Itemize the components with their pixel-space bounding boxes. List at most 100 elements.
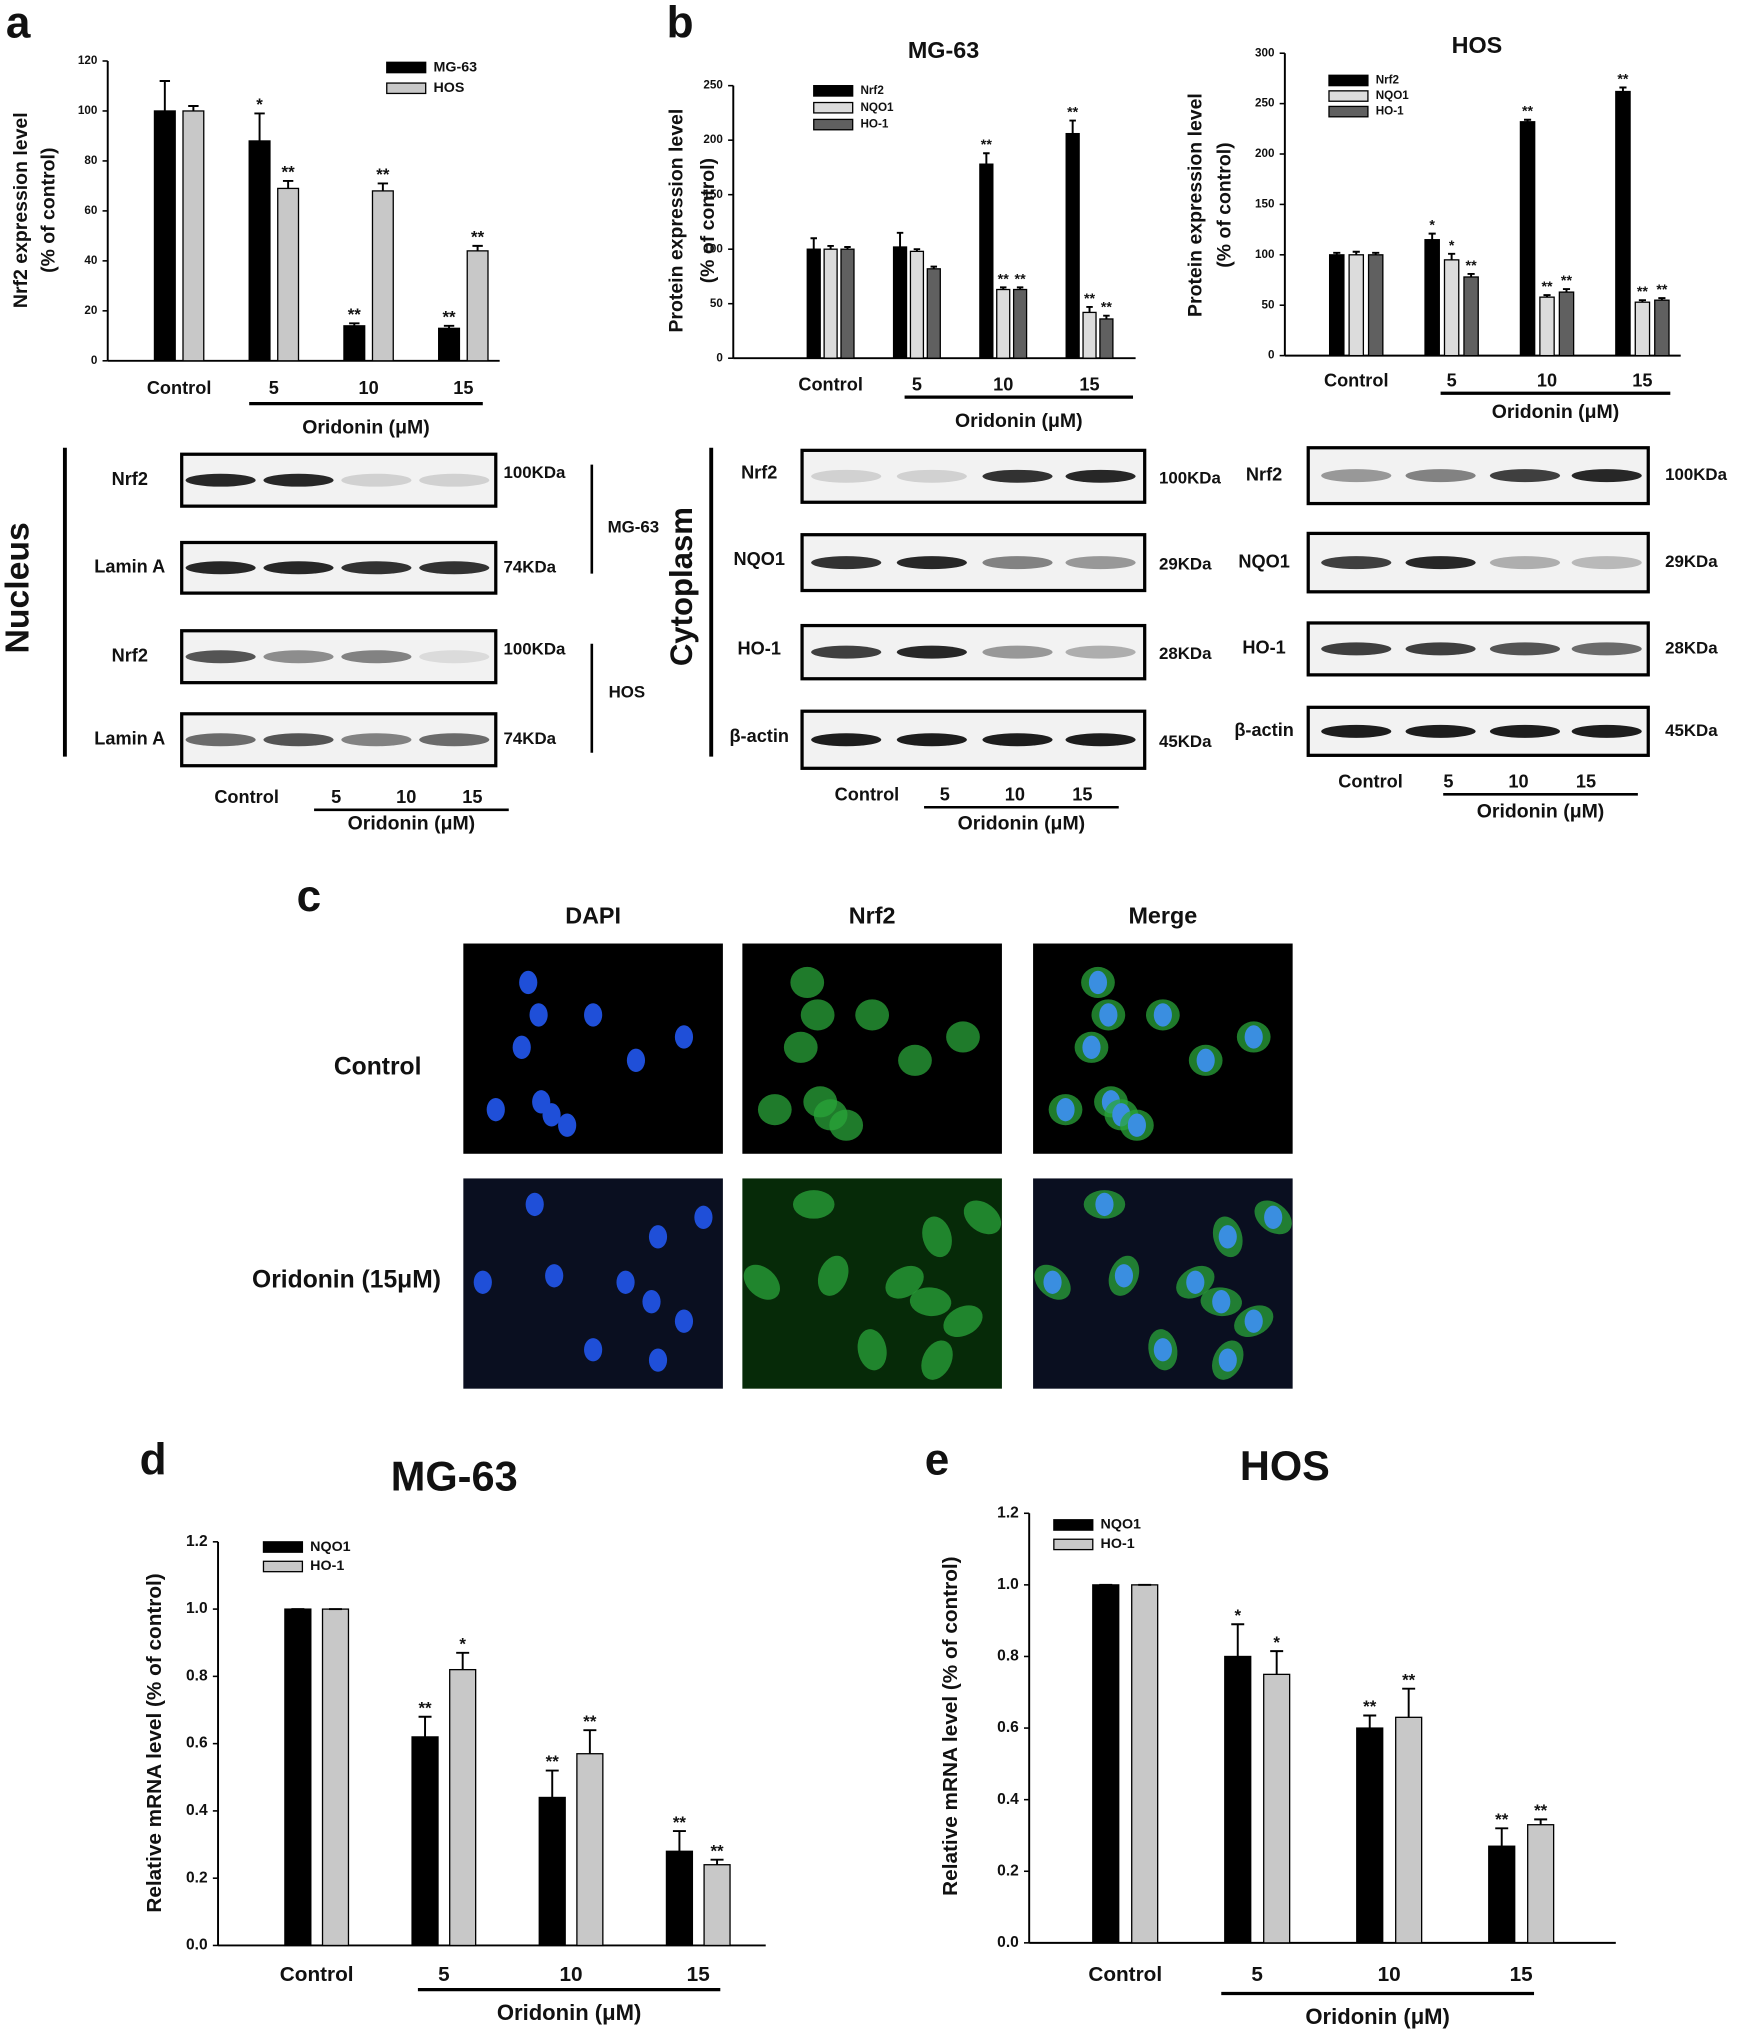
error-bar [710,1858,724,1865]
column-header: Merge [1128,903,1197,929]
blot-row-label: Nrf2 [1246,464,1282,484]
x-tick-label: Control [1324,370,1389,390]
bar [1488,1845,1516,1944]
bar [1328,254,1345,357]
blot-band [896,556,967,570]
legend-label: NQO1 [1101,1517,1141,1533]
legend-label: HO-1 [1376,105,1404,118]
chart-title: HOS [1240,1442,1330,1489]
cell-nucleus [486,1097,505,1122]
cell-nucleus [512,1035,531,1060]
blot-band [341,561,412,575]
y-tick-label: 1.2 [186,1533,208,1550]
lane-label: 10 [1508,771,1528,791]
bar [1615,90,1631,357]
significance-mark: ** [1541,279,1553,295]
cell-cytoplasm [963,1200,1002,1235]
row-header: Control [334,1054,422,1081]
blot-band [1405,469,1476,483]
cell-nucleus [1153,1003,1172,1027]
legend-label: HO-1 [310,1558,344,1574]
error-bar [1562,288,1571,293]
error-bar [456,1651,470,1670]
x-tick-label: 5 [1251,1963,1263,1986]
x-tick-label: Control [1088,1963,1162,1986]
x-tick-label: 5 [912,374,922,394]
blot-band [419,561,490,575]
legend-label: NQO1 [860,101,894,114]
cell-cytoplasm [790,966,825,999]
y-tick-label: 0.2 [997,1862,1019,1879]
x-tick-label: 15 [1510,1963,1533,1986]
legend-label: NQO1 [1376,89,1410,102]
significance-mark: ** [418,1698,432,1717]
significance-mark: * [1429,218,1435,234]
error-bar [1495,1827,1509,1847]
cell-nucleus [626,1048,646,1073]
blot-band [811,733,882,747]
cell-nucleus [648,1225,668,1249]
blot-row-label: NQO1 [1238,551,1289,571]
cell-cytoplasm [743,1264,780,1300]
y-tick-label: 1.0 [997,1576,1019,1593]
cell-nucleus [1196,1048,1215,1073]
y-axis-label: (% of control) [1213,142,1235,267]
cell-nucleus [584,1003,603,1027]
error-bar [1402,1687,1416,1718]
y-tick-label: 150 [703,188,723,201]
legend-label: HO-1 [860,118,888,131]
bar [371,190,394,362]
blot-band [419,473,490,487]
blot-row-label: Lamin A [94,557,165,577]
x-tick-label: 15 [1079,374,1099,394]
legend-label: MG-63 [433,59,477,75]
y-tick-label: 200 [703,133,723,146]
cell-nucleus [558,1113,577,1137]
cell-nucleus [1212,1290,1231,1314]
blot-band [811,556,882,570]
error-bar [913,248,921,252]
error-bar [983,152,990,165]
cell-nucleus [1043,1270,1062,1294]
blot-band [185,473,256,487]
x-tick-label: 15 [453,378,473,398]
y-tick-label: 250 [703,79,723,92]
cell-cytoplasm [921,1340,953,1380]
error-bar [443,324,455,329]
y-tick-label: 1.0 [186,1600,208,1617]
cell-nucleus [1082,1035,1101,1060]
lane-label: Control [1338,771,1403,791]
legend-swatch [1328,90,1369,102]
significance-mark: ** [376,165,390,184]
bar [1558,291,1575,357]
error-bar [377,182,389,191]
bar [1099,318,1114,359]
y-tick-label: 250 [1255,97,1275,110]
y-tick-label: 100 [703,242,723,255]
bar [1092,1584,1120,1944]
significance-mark: ** [981,137,993,153]
lane-label: 10 [1005,784,1025,804]
significance-mark: ** [998,271,1010,287]
bar [343,325,366,362]
blot-band [1571,469,1642,483]
error-bar [1363,1714,1377,1729]
error-bar [896,231,904,248]
error-bar [999,286,1007,290]
cell-nucleus [1153,1338,1172,1362]
lane-label: 15 [1072,784,1092,804]
blot-band [982,556,1053,570]
x-tick-label: 10 [1378,1963,1401,1986]
lane-treatment: Oridonin (μM) [348,812,476,834]
bar [806,248,821,359]
cell-nucleus [1244,1025,1263,1049]
error-bar [1016,286,1024,290]
x-tick-label: 5 [438,1963,450,1986]
blot-size-label: 74KDa [504,729,557,748]
group-label: Oridonin (μM) [1492,401,1620,423]
cell-nucleus [525,1192,544,1217]
blot-band [341,473,412,487]
significance-mark: ** [1015,271,1027,287]
error-bar [254,112,265,141]
bar [284,1608,312,1947]
